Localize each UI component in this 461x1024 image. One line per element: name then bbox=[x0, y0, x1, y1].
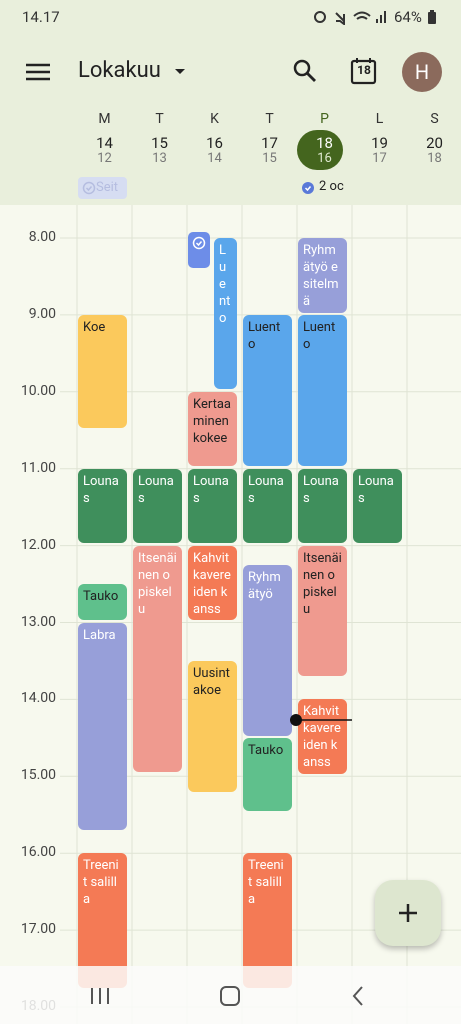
day-date[interactable]: 19 bbox=[371, 134, 388, 152]
menu-button[interactable] bbox=[26, 62, 50, 82]
event[interactable]: Treenit salilla bbox=[78, 853, 127, 988]
event[interactable]: Kertaaminen kokee bbox=[188, 391, 237, 467]
today-highlight bbox=[297, 130, 343, 170]
today-icon-frame[interactable] bbox=[350, 57, 378, 85]
event[interactable]: Uusintakoe bbox=[188, 660, 237, 792]
avatar[interactable]: H bbox=[402, 52, 442, 92]
event[interactable]: Luento bbox=[243, 314, 292, 467]
status-time: 14.17 bbox=[22, 8, 60, 26]
day-date[interactable]: 18 bbox=[316, 134, 333, 152]
today-button[interactable]: 18 bbox=[357, 63, 371, 77]
all-day-tasks[interactable]: 2 oc bbox=[319, 179, 344, 194]
event[interactable]: Koe bbox=[78, 314, 127, 428]
event[interactable]: Treenit salilla bbox=[243, 853, 292, 988]
day-date[interactable]: 15 bbox=[151, 134, 168, 152]
month-title[interactable]: Lokakuu bbox=[78, 58, 161, 83]
day-letter: M bbox=[98, 111, 111, 127]
day-date[interactable]: 17 bbox=[261, 134, 278, 152]
nav-bar bbox=[0, 966, 461, 1024]
search-button[interactable] bbox=[292, 58, 318, 84]
hour-label: 16.00 bbox=[20, 844, 56, 861]
day-letter: P bbox=[320, 111, 329, 127]
day-letter: T bbox=[155, 111, 164, 127]
hour-label: 15.00 bbox=[20, 767, 56, 784]
event[interactable]: Labra bbox=[78, 622, 127, 831]
month-dropdown[interactable] bbox=[174, 68, 186, 76]
day-letter: S bbox=[430, 111, 439, 127]
week-date: 15 bbox=[262, 151, 277, 166]
battery-icon bbox=[428, 10, 436, 24]
task-icon bbox=[192, 236, 206, 250]
day-date[interactable]: 20 bbox=[426, 134, 443, 152]
home-button[interactable] bbox=[219, 985, 241, 1007]
recents-button[interactable] bbox=[88, 986, 112, 1006]
event[interactable]: Lounas bbox=[188, 468, 237, 544]
hour-label: 12.00 bbox=[20, 536, 56, 553]
create-icon bbox=[399, 904, 417, 922]
header-bg bbox=[0, 0, 461, 205]
hour-label: 17.00 bbox=[20, 921, 56, 938]
event[interactable]: Lounas bbox=[353, 468, 402, 544]
hour-label: 10.00 bbox=[20, 382, 56, 399]
event[interactable]: Luento bbox=[298, 314, 347, 467]
back-button[interactable] bbox=[350, 985, 366, 1007]
day-letter: K bbox=[210, 111, 219, 127]
event[interactable]: Lounas bbox=[78, 468, 127, 544]
week-date: 17 bbox=[372, 151, 387, 166]
event[interactable]: Luento bbox=[214, 238, 237, 390]
event[interactable]: Lounas bbox=[133, 468, 182, 544]
hour-label: 8.00 bbox=[28, 229, 56, 245]
hour-label: 14.00 bbox=[20, 690, 56, 707]
week-date: 14 bbox=[207, 151, 222, 166]
hour-label: 9.00 bbox=[28, 305, 56, 322]
current-time-indicator bbox=[290, 714, 352, 726]
event[interactable]: Itsenäinen opiskelu bbox=[133, 545, 182, 773]
status-icons bbox=[314, 11, 386, 25]
week-date: 16 bbox=[317, 151, 332, 166]
event[interactable]: Kahvit kavereiden kanss bbox=[298, 699, 347, 774]
event[interactable]: Tauko bbox=[78, 584, 127, 621]
event[interactable]: Itsenäinen opiskelu bbox=[298, 545, 347, 677]
hour-label: 11.00 bbox=[20, 459, 56, 476]
event[interactable]: Kahvit kavereiden kanss bbox=[188, 545, 237, 621]
day-date[interactable]: 16 bbox=[206, 134, 223, 152]
day-date[interactable]: 14 bbox=[96, 134, 113, 152]
day-letter: L bbox=[375, 111, 384, 127]
week-date: 18 bbox=[427, 151, 442, 166]
event[interactable]: Tauko bbox=[243, 737, 292, 811]
task-icon bbox=[82, 181, 96, 195]
hour-label: 13.00 bbox=[20, 613, 56, 630]
task-icon bbox=[302, 182, 314, 194]
week-date: 12 bbox=[97, 151, 112, 166]
battery-level: 64% bbox=[394, 8, 422, 26]
event[interactable]: Lounas bbox=[298, 468, 347, 544]
event[interactable]: Lounas bbox=[243, 468, 292, 544]
day-letter: T bbox=[265, 111, 274, 127]
event[interactable]: Ryhmätyö esitelmä bbox=[298, 238, 347, 313]
week-date: 13 bbox=[152, 151, 167, 166]
event[interactable]: Ryhmätyö bbox=[243, 564, 292, 736]
